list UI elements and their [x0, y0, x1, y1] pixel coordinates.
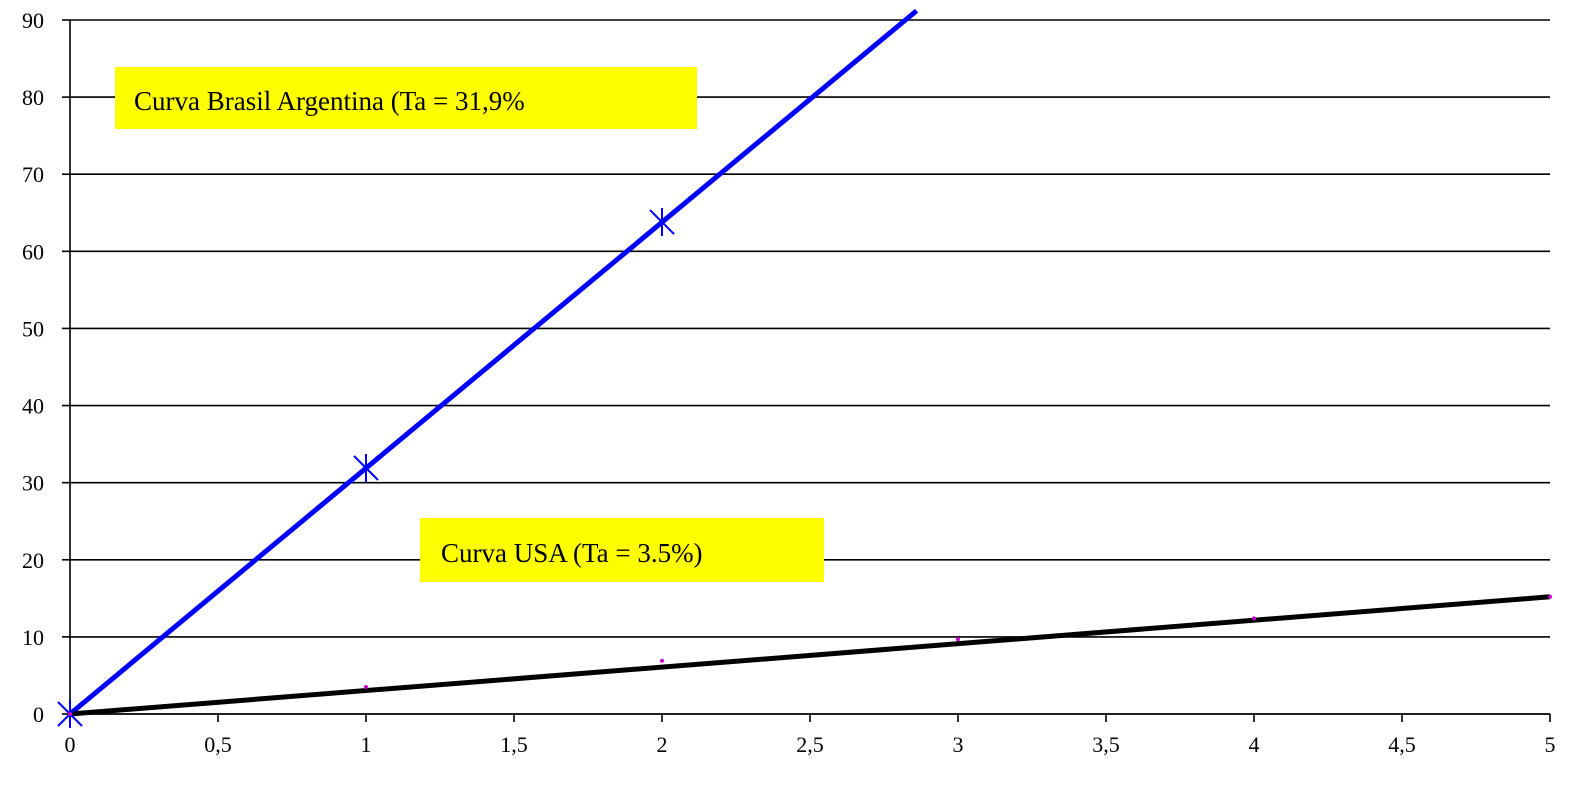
- y-tick-label: 70: [22, 162, 44, 187]
- x-tick-label: 5: [1545, 732, 1556, 757]
- x-tick-label: 2,5: [796, 732, 824, 757]
- x-tick-label: 2: [657, 732, 668, 757]
- x-tick-label: 4: [1249, 732, 1260, 757]
- y-tick-label: 0: [33, 702, 44, 727]
- x-tick-label: 0,5: [204, 732, 232, 757]
- series-lines: [68, 8, 1551, 717]
- x-tick-label: 3,5: [1092, 732, 1120, 757]
- y-axis-tick-labels: 0 10 20 30 40 50 60 70 80 90: [22, 8, 44, 727]
- y-tick-label: 10: [22, 625, 44, 650]
- annotation-usa-label: Curva USA (Ta = 3.5%): [441, 538, 703, 568]
- series-1-line: [69, 594, 1551, 717]
- x-tick-label: 1,5: [500, 732, 528, 757]
- series-0-point: [649, 208, 675, 237]
- y-tick-label: 40: [22, 394, 44, 419]
- y-tick-label: 30: [22, 471, 44, 496]
- series-0-line: [68, 8, 919, 716]
- series-0-point: [353, 454, 379, 483]
- series-markers: [57, 208, 1552, 728]
- x-tick-label: 3: [953, 732, 964, 757]
- y-tick-label: 80: [22, 85, 44, 110]
- y-tick-label: 50: [22, 316, 44, 341]
- annotation-brasil-argentina-box: [115, 67, 697, 129]
- series-1-point: [1548, 594, 1552, 599]
- y-tick-label: 20: [22, 548, 44, 573]
- y-tick-label: 60: [22, 239, 44, 264]
- y-tick-label: 90: [22, 8, 44, 33]
- x-tick-label: 0: [65, 732, 76, 757]
- annotation-usa-box: [420, 518, 824, 582]
- annotation-brasil-argentina-label: Curva Brasil Argentina (Ta = 31,9%: [134, 86, 525, 116]
- annotation-usa: Curva USA (Ta = 3.5%): [420, 518, 824, 582]
- series-1-point: [1252, 616, 1256, 621]
- x-axis-tick-labels: 0 0,5 1 1,5 2 2,5 3 3,5 4 4,5 5: [65, 732, 1556, 757]
- series-1-point: [956, 637, 960, 642]
- annotation-brasil-argentina: Curva Brasil Argentina (Ta = 31,9%: [115, 67, 697, 129]
- x-tick-label: 4,5: [1388, 732, 1416, 757]
- x-tick-label: 1: [361, 732, 372, 757]
- series-1-point: [660, 658, 664, 663]
- series-1-point: [68, 712, 72, 716]
- series-1-point: [364, 685, 368, 690]
